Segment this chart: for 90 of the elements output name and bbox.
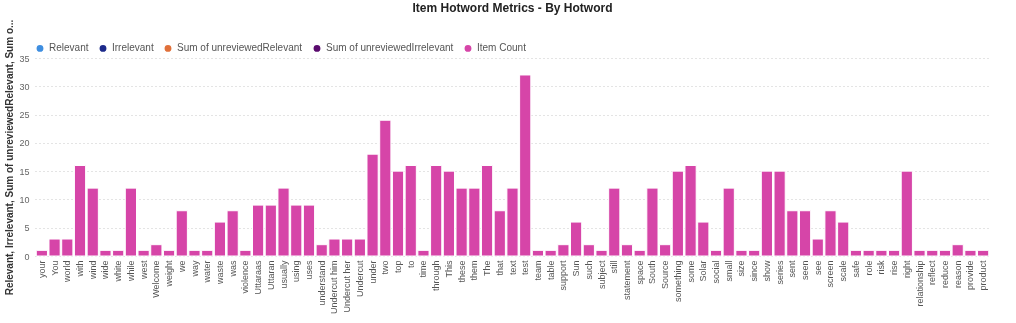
x-tick-label: reflect [927, 260, 938, 286]
x-tick-label: Solar [698, 260, 709, 282]
x-tick-label: with [75, 260, 86, 278]
x-tick-label: space [634, 260, 645, 285]
x-tick-label: statement [621, 260, 632, 301]
y-tick-label: 30 [19, 81, 30, 92]
x-tick-label: since [749, 260, 760, 282]
x-tick-label: them [469, 260, 480, 281]
x-tick-label: through [431, 260, 442, 292]
x-tick-label: provide [965, 260, 976, 291]
x-tick-label: test [520, 260, 531, 276]
x-tick-label: see [812, 260, 823, 276]
y-tick-label: 15 [19, 166, 30, 177]
x-tick-label: way [189, 260, 200, 278]
x-tick-label: right [901, 260, 912, 279]
x-tick-label: seen [800, 260, 811, 281]
x-tick-label: west [138, 260, 149, 281]
y-tick-label: 25 [19, 110, 30, 121]
x-tick-label: time [418, 260, 429, 278]
x-tick-label: your [36, 260, 47, 279]
x-tick-label: relationship [914, 260, 925, 307]
x-tick-label: You [49, 260, 60, 276]
y-tick-label: 0 [24, 251, 30, 262]
x-tick-label: water [202, 260, 213, 284]
x-tick-label: wind [87, 260, 98, 281]
x-tick-label: Undercut him [329, 260, 340, 315]
x-tick-label: Undercut her [342, 260, 353, 313]
x-tick-label: uses [303, 260, 314, 280]
x-tick-label: size [736, 260, 747, 277]
x-tick-label: Uttaraas [253, 260, 264, 295]
x-tick-label: weight [164, 260, 175, 288]
x-tick-label: scale [838, 260, 849, 282]
x-tick-label: understand [316, 260, 327, 306]
x-tick-label: The [482, 260, 493, 277]
x-tick-label: reason [952, 260, 963, 289]
x-tick-label: was [227, 260, 238, 278]
x-tick-label: reduce [939, 260, 950, 289]
x-tick-label: small [723, 260, 734, 282]
x-tick-label: still [609, 260, 620, 274]
x-tick-label: Sun [571, 260, 582, 277]
x-tick-label: something [672, 260, 683, 303]
x-tick-label: such [583, 260, 594, 280]
legend-label: Irrelevant [112, 42, 154, 54]
x-tick-label: waste [214, 260, 225, 286]
x-tick-label: top [393, 260, 404, 274]
chart-title: Item Hotword Metrics - By Hotword [412, 1, 613, 16]
legend-label: Sum of unreviewedIrrelevant [326, 42, 454, 54]
x-tick-label: under [367, 260, 378, 284]
x-tick-label: subject [596, 260, 607, 290]
y-axis-title: Relevant, Irrelevant, Sum of unreviewedRelevant, Sum o... [4, 19, 16, 296]
x-tick-label: risk [876, 260, 887, 275]
x-tick-label: white [113, 260, 124, 283]
legend-label: Sum of unreviewedRelevant [177, 42, 303, 54]
x-tick-label: series [774, 260, 785, 285]
x-tick-label: role [863, 260, 874, 276]
x-tick-label: text [507, 260, 518, 276]
x-tick-label: rise [889, 260, 900, 276]
x-tick-label: wide [100, 260, 111, 281]
x-tick-label: screen [825, 260, 836, 288]
x-tick-label: Uttaran [265, 260, 276, 291]
x-tick-label: team [532, 260, 543, 281]
x-tick-label: world [62, 260, 73, 284]
y-tick-label: 10 [19, 194, 30, 205]
x-tick-label: usually [278, 260, 289, 289]
x-tick-label: these [456, 260, 467, 283]
x-tick-label: that [494, 260, 505, 276]
legend-label: Relevant [49, 42, 89, 54]
x-tick-label: Source [660, 260, 671, 290]
x-tick-label: safe [850, 260, 861, 278]
x-tick-label: South [647, 260, 658, 285]
legend-label: Item Count [477, 42, 527, 54]
x-tick-label: while [125, 260, 136, 283]
x-tick-label: table [545, 260, 556, 281]
x-tick-label: to [405, 260, 416, 269]
x-tick-label: show [761, 260, 772, 282]
x-tick-label: violence [240, 260, 251, 294]
y-tick-label: 5 [24, 223, 30, 234]
x-tick-label: support [558, 260, 569, 291]
x-tick-label: we [176, 260, 187, 274]
x-tick-label: product [978, 260, 989, 291]
x-tick-label: Undercut [354, 260, 365, 298]
y-tick-label: 35 [19, 53, 30, 64]
y-tick-label: 20 [19, 138, 30, 149]
x-tick-label: sent [787, 260, 798, 278]
x-tick-label: using [291, 260, 302, 283]
x-tick-label: social [711, 260, 722, 284]
x-tick-label: This [443, 260, 454, 278]
x-tick-label: some [685, 260, 696, 283]
x-tick-label: two [380, 260, 391, 275]
x-tick-label: Welcome [151, 260, 162, 298]
